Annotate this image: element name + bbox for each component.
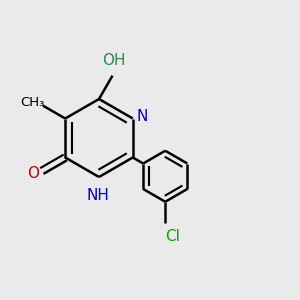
Text: OH: OH (102, 53, 126, 68)
Text: NH: NH (86, 188, 109, 203)
Text: O: O (27, 167, 39, 182)
Text: CH₃: CH₃ (20, 96, 45, 109)
Text: Cl: Cl (165, 229, 180, 244)
Text: N: N (137, 109, 148, 124)
